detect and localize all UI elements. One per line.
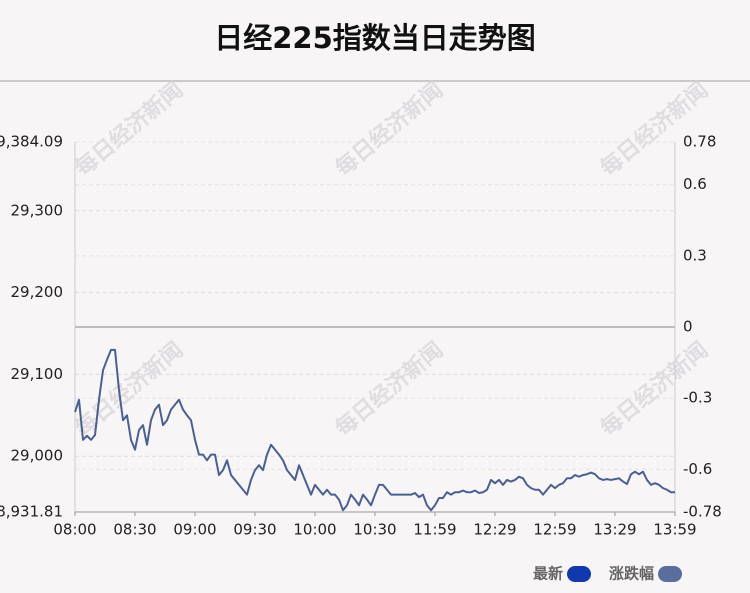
legend-label: 涨跌幅	[609, 565, 654, 583]
y-tick-label: 28,931.81	[0, 503, 63, 521]
y-tick-label: 29,300	[11, 201, 64, 219]
x-tick-label: 08:00	[53, 521, 96, 539]
x-tick-label: 09:30	[233, 521, 276, 539]
y2-tick-label: -0.3	[683, 389, 712, 407]
price-line	[74, 348, 675, 512]
watermark: 每日经济新闻	[330, 77, 448, 182]
legend-label: 最新	[533, 565, 563, 583]
watermark: 每日经济新闻	[70, 77, 188, 182]
legend-swatch	[658, 566, 683, 582]
y-tick-label: 29,100	[11, 365, 64, 383]
chart-title: 日经225指数当日走势图	[214, 21, 536, 55]
y2-tick-label: 0.3	[683, 246, 707, 264]
x-tick-label: 10:30	[353, 521, 396, 539]
legend-swatch	[567, 566, 592, 582]
y-tick-label: 29,000	[11, 447, 64, 465]
x-tick-label: 13:59	[653, 521, 696, 539]
x-tick-label: 13:29	[593, 521, 636, 539]
y-tick-label: 29,200	[11, 283, 64, 301]
y2-tick-label: 0.6	[683, 175, 707, 193]
x-tick-label: 09:00	[173, 521, 216, 539]
x-tick-label: 11:59	[413, 521, 456, 539]
x-tick-label: 08:30	[113, 521, 156, 539]
y2-tick-label: -0.6	[683, 460, 712, 478]
y2-tick-label: -0.78	[683, 503, 722, 521]
watermark: 每日经济新闻	[330, 337, 448, 442]
y2-tick-label: 0	[683, 318, 693, 336]
x-tick-label: 12:29	[473, 521, 516, 539]
y-tick-label: 29,384.09	[0, 133, 63, 151]
y2-tick-label: 0.78	[683, 133, 716, 151]
x-tick-label: 12:59	[533, 521, 576, 539]
x-tick-label: 10:00	[293, 521, 336, 539]
watermark: 每日经济新闻	[595, 77, 713, 182]
